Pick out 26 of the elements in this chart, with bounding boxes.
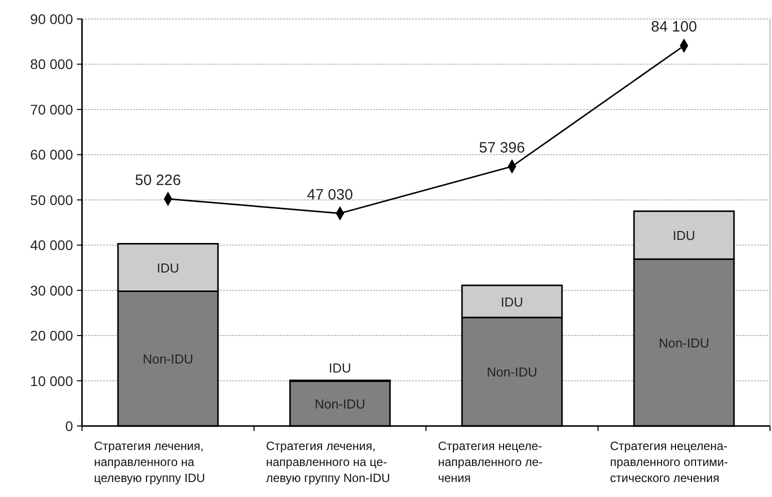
data-label: 84 100	[651, 18, 697, 36]
x-tick-label: Стратегия лечения, направленного на це- левую группу Non-IDU	[266, 439, 390, 485]
text: Non-IDU	[486, 364, 538, 380]
x-tick-label: Стратегия нецелена- правленного оптими- стического лечения	[610, 439, 728, 485]
y-tick-label: 10 000	[30, 372, 74, 389]
x-tick-label: Стратегия нецеле- направленного ле- чения	[438, 439, 543, 485]
text: IDU	[672, 228, 696, 244]
data-label: 47 030	[307, 186, 353, 204]
text: IDU	[156, 260, 180, 276]
y-tick-label: 90 000	[30, 11, 74, 27]
series-label: IDU	[328, 360, 352, 376]
y-tick-label: 80 000	[30, 56, 74, 72]
series-label: Non-IDU	[314, 396, 366, 412]
text: Non-IDU	[658, 336, 710, 351]
y-tick-label: 50 000	[30, 192, 74, 208]
x-tick-label: Стратегия лечения, направленного на целевую группу IDU	[94, 439, 206, 485]
data-label: 57 396	[479, 139, 525, 156]
y-tick-label: 60 000	[30, 146, 74, 163]
text: IDU	[500, 294, 524, 310]
y-tick-label: 20 000	[30, 328, 74, 344]
data-label: 50 226	[135, 172, 181, 189]
y-tick-label: 0	[65, 418, 74, 434]
y-tick-label: 30 000	[30, 282, 74, 298]
y-tick-label: 70 000	[30, 101, 74, 118]
text: Non-IDU	[142, 352, 194, 367]
y-tick-label: 40 000	[30, 237, 74, 254]
